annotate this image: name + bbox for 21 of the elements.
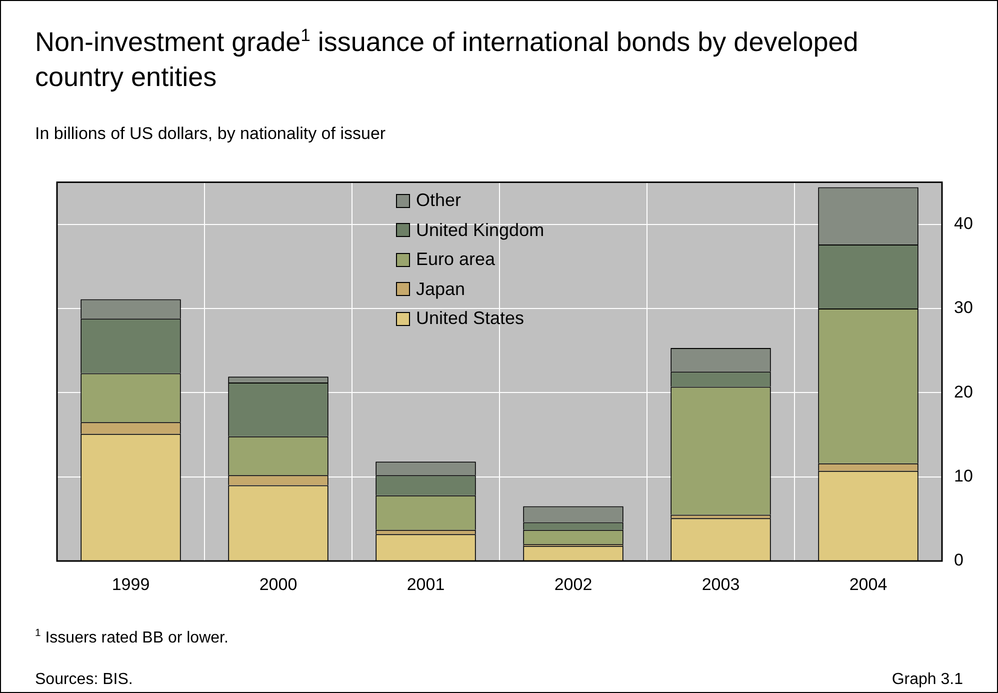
y-tick-label: 0 (954, 550, 964, 570)
x-tick-label: 2003 (702, 574, 740, 594)
legend-label: Other (416, 190, 462, 212)
x-tick-label: 1999 (112, 574, 150, 594)
text: $^{1}$ Issuers rated BB or lower. (35, 628, 228, 648)
x-tick-label: 2002 (554, 574, 592, 594)
y-tick-label: 40 (954, 214, 973, 233)
y-tick-label: 30 (954, 298, 973, 318)
x-tick-label: 2004 (849, 574, 888, 594)
legend-label: Euro area (416, 249, 496, 270)
legend-label: United Kingdom (416, 220, 544, 241)
y-tick-label: 20 (954, 382, 973, 402)
source-note: Sources: BIS. (35, 671, 133, 689)
legend-label: United States (416, 308, 524, 330)
caption: Graph 3.1 (892, 671, 963, 689)
legend-label: Japan (416, 278, 466, 300)
x-tick-label: 2001 (406, 574, 445, 594)
chart-subtitle: In billions of US dollars, by nationality of issuer (35, 124, 386, 144)
x-tick-label: 2000 (259, 574, 298, 594)
chart-title: Non-investment grade$^{1}$ issuance of international bonds by developed country entities (35, 25, 858, 92)
y-tick-label: 10 (954, 466, 973, 486)
